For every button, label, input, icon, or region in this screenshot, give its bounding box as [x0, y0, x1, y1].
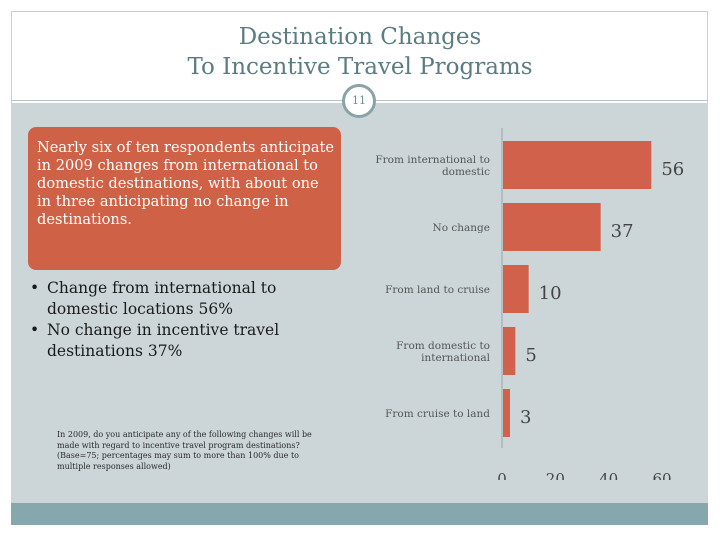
category-label: From land to cruise [385, 284, 490, 296]
data-label: 5 [525, 345, 536, 366]
x-tick-label: 0 [497, 470, 507, 480]
category-label: domestic [442, 166, 490, 178]
x-tick-label: 40 [599, 470, 618, 480]
category-label: From domestic to [396, 340, 490, 352]
data-label: 3 [520, 407, 531, 428]
category-label: From cruise to land [385, 408, 490, 420]
title-line-2: To Incentive Travel Programs [187, 54, 533, 80]
x-tick-label: 20 [546, 470, 565, 480]
data-label: 37 [611, 221, 634, 242]
bullet-icon: • [30, 279, 40, 297]
summary-callout: Nearly six of ten respondents anticipate… [28, 127, 341, 270]
category-label: international [421, 352, 491, 364]
survey-question-note: In 2009, do you anticipate any of the fo… [57, 430, 312, 471]
bullet-item: • No change in incentive travel destinati… [30, 320, 350, 362]
bar [503, 203, 601, 251]
data-label: 10 [539, 283, 562, 304]
bullet-list: • Change from international to domestic l… [30, 278, 350, 362]
bullet-text: No change in incentive travel destinatio… [47, 321, 280, 360]
bar [503, 327, 516, 375]
slide-title: Destination Changes To Incentive Travel … [0, 22, 720, 82]
bullet-icon: • [30, 321, 40, 339]
bar [503, 265, 529, 313]
bottom-bar [11, 503, 708, 525]
slide-number: 11 [342, 84, 376, 118]
bullet-text: Change from international to domestic lo… [47, 279, 277, 318]
title-line-1: Destination Changes [238, 24, 482, 50]
category-label: From international to [375, 154, 490, 166]
bar [503, 141, 652, 189]
bar [503, 389, 510, 437]
x-tick-label: 60 [652, 470, 671, 480]
data-label: 56 [661, 159, 684, 180]
category-label: No change [433, 222, 490, 234]
bullet-item: • Change from international to domestic l… [30, 278, 350, 320]
